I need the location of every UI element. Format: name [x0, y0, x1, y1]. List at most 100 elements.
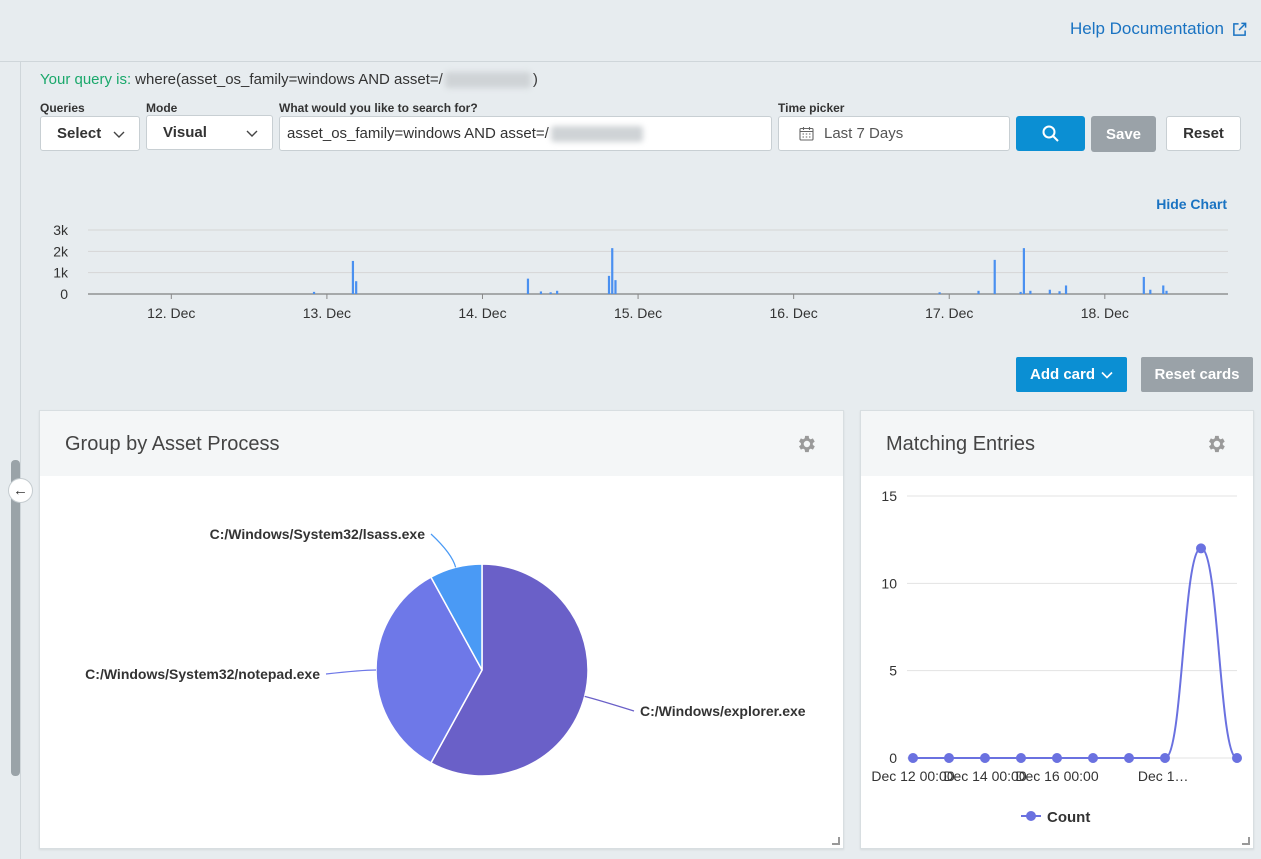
histogram-bar — [539, 291, 543, 294]
histogram-bar — [312, 291, 316, 294]
query-suffix: ) — [532, 71, 538, 88]
histogram-bar — [556, 290, 559, 294]
pie-slice-label: C:/Windows/explorer.exe — [640, 703, 806, 719]
hide-chart-link[interactable]: Hide Chart — [1156, 196, 1227, 212]
series-line — [912, 547, 1238, 759]
search-button[interactable] — [1016, 116, 1085, 151]
histogram-bar — [1165, 290, 1168, 294]
pie-slice-label: C:/Windows/System32/notepad.exe — [85, 666, 320, 682]
y-tick-label: 10 — [881, 575, 897, 591]
card-header: Group by Asset Process — [40, 411, 843, 476]
card-title: Group by Asset Process — [65, 433, 280, 455]
card-title: Matching Entries — [886, 433, 1035, 455]
pie-slice — [375, 576, 483, 764]
mode-label: Mode — [146, 101, 178, 115]
matching-entries-card: Matching Entries 0 5 10 15 Dec 12 00:00 Dec 1… — [860, 410, 1254, 849]
histogram-bar — [1048, 289, 1051, 294]
pie-leader-line — [430, 533, 457, 568]
data-point — [1232, 753, 1242, 763]
y-tick-label: 0 — [889, 750, 897, 766]
search-input[interactable]: asset_os_family=windows AND asset=/ — [279, 116, 772, 151]
top-bar: Help Documentation — [0, 0, 1261, 62]
legend-label: Count — [1047, 809, 1090, 826]
data-point — [1124, 753, 1134, 763]
data-point — [980, 753, 990, 763]
redacted-text — [444, 71, 531, 88]
mode-select-value: Visual — [163, 124, 207, 141]
queries-select[interactable]: Select — [40, 116, 140, 151]
x-tick-label: Dec 12 00:00 — [871, 768, 954, 784]
histogram-bar — [1064, 285, 1068, 294]
x-tick-label: 15. Dec — [614, 305, 662, 321]
pie-slice — [429, 563, 483, 671]
x-tick-label: Dec 16 00:00 — [1015, 768, 1098, 784]
y-tick-label: 3k — [53, 222, 69, 238]
resize-handle[interactable] — [1242, 837, 1250, 845]
add-card-button[interactable]: Add card — [1016, 357, 1127, 392]
gear-icon[interactable] — [795, 433, 817, 455]
x-tick-label: 12. Dec — [147, 305, 195, 321]
search-label: What would you like to search for? — [279, 101, 478, 115]
histogram-bar — [1019, 291, 1022, 294]
reset-button[interactable]: Reset — [1166, 116, 1241, 151]
mode-select[interactable]: Visual — [146, 115, 273, 150]
histogram-bar — [1149, 289, 1152, 294]
histogram-bar — [1029, 290, 1032, 294]
chevron-down-icon — [246, 130, 258, 137]
chevron-down-icon — [1101, 371, 1113, 379]
x-tick-label: 16. Dec — [770, 305, 818, 321]
y-tick-label: 2k — [53, 243, 69, 259]
card-header: Matching Entries — [861, 411, 1253, 476]
pie-slice-label: C:/Windows/System32/lsass.exe — [210, 526, 426, 542]
x-tick-label: 17. Dec — [925, 305, 973, 321]
gear-icon[interactable] — [1205, 433, 1227, 455]
y-tick-label: 15 — [881, 488, 897, 504]
y-tick-label: 5 — [889, 663, 897, 679]
data-point — [1016, 753, 1026, 763]
histogram-bar — [351, 260, 355, 294]
query-lead: Your query is: — [40, 71, 132, 88]
time-picker-label: Time picker — [778, 101, 845, 115]
pie-slice — [429, 563, 589, 777]
histogram-bar — [993, 259, 996, 294]
data-point — [1160, 753, 1170, 763]
help-documentation-label: Help Documentation — [1069, 19, 1224, 38]
data-point — [1088, 753, 1098, 763]
chevron-down-icon — [113, 131, 125, 138]
data-point — [908, 753, 918, 763]
y-tick-label: 1k — [53, 265, 69, 281]
search-input-value: asset_os_family=windows AND asset=/ — [287, 125, 549, 142]
histogram-bar — [977, 290, 980, 294]
histogram-bar — [526, 278, 530, 294]
save-button[interactable]: Save — [1091, 116, 1156, 152]
histogram-bar — [1058, 291, 1061, 294]
x-tick-label: Dec 14 00:00 — [943, 768, 1026, 784]
histogram-bar — [1022, 248, 1025, 294]
query-summary: Your query is: where(asset_os_family=win… — [40, 71, 538, 88]
data-point — [1052, 753, 1062, 763]
y-tick-label: 0 — [60, 286, 68, 302]
help-documentation-link[interactable]: Help Documentation — [1070, 19, 1247, 39]
scrollbar[interactable] — [11, 460, 20, 776]
pie-leader-line — [584, 695, 635, 712]
histogram-bar — [355, 281, 358, 294]
legend-marker — [1026, 811, 1036, 821]
x-tick-label: 18. Dec — [1081, 305, 1129, 321]
resize-handle[interactable] — [832, 837, 840, 845]
data-point — [1196, 543, 1206, 554]
reset-cards-button[interactable]: Reset cards — [1141, 357, 1253, 392]
time-picker[interactable]: Last 7 Days — [778, 116, 1010, 151]
histogram-chart: 3k 2k 1k 0 12. Dec 13. Dec 14. Dec 15. Dec 16. D… — [53, 222, 1228, 321]
x-tick-label: 13. Dec — [303, 305, 351, 321]
time-picker-value: Last 7 Days — [824, 125, 904, 142]
histogram-bar — [549, 292, 552, 294]
query-text: where(asset_os_family=windows AND asset=… — [135, 71, 443, 88]
x-tick-label: 14. Dec — [458, 305, 506, 321]
collapse-arrow-icon[interactable]: ← — [8, 478, 33, 503]
calendar-icon — [799, 127, 814, 141]
histogram-bar — [614, 280, 617, 294]
group-by-process-card: Group by Asset Process C:/Windows/explor… — [39, 410, 844, 849]
histogram-bar — [611, 248, 614, 294]
add-card-label: Add card — [1030, 366, 1096, 383]
